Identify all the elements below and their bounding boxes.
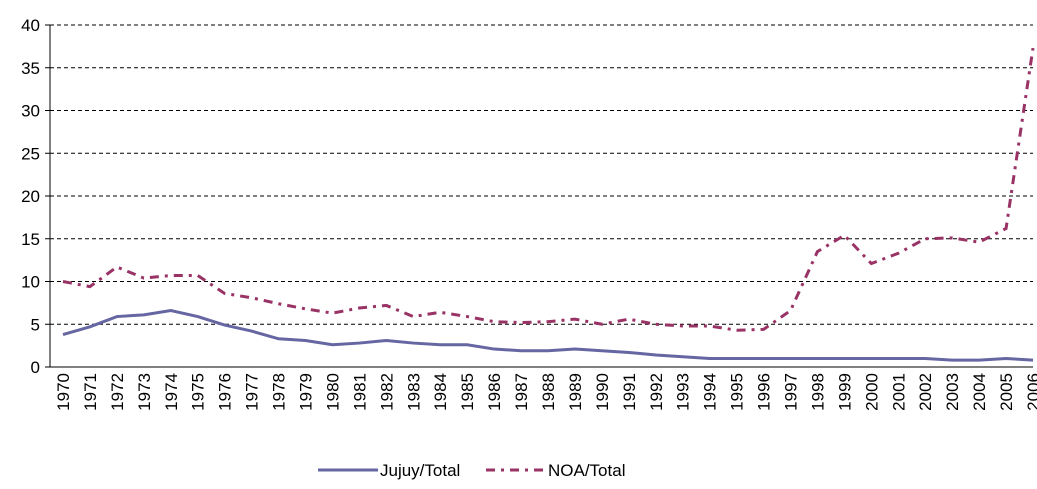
x-tick-label: 1985 — [458, 373, 477, 411]
x-tick-label: 2001 — [889, 373, 908, 411]
y-tick-label: 5 — [31, 315, 40, 334]
y-tick-label: 30 — [21, 102, 40, 121]
x-tick-label: 1979 — [297, 373, 316, 411]
x-tick-label: 1999 — [835, 373, 854, 411]
x-tick-label: 1983 — [404, 373, 423, 411]
legend-label: Jujuy/Total — [380, 461, 460, 480]
y-tick-label: 20 — [21, 187, 40, 206]
x-tick-label: 1987 — [512, 373, 531, 411]
x-tick-label: 2006 — [1024, 373, 1037, 411]
y-tick-label: 10 — [21, 273, 40, 292]
x-tick-label: 1989 — [566, 373, 585, 411]
y-tick-label: 35 — [21, 59, 40, 78]
y-tick-label: 25 — [21, 144, 40, 163]
x-tick-label: 2005 — [997, 373, 1016, 411]
x-tick-label: 1970 — [54, 373, 73, 411]
x-tick-label: 1971 — [81, 373, 100, 411]
y-tick-label: 40 — [21, 16, 40, 35]
x-tick-label: 2000 — [862, 373, 881, 411]
x-tick-label: 1978 — [270, 373, 289, 411]
x-tick-label: 1990 — [593, 373, 612, 411]
x-tick-label: 1991 — [620, 373, 639, 411]
x-tick-label: 1997 — [782, 373, 801, 411]
x-tick-label: 2004 — [970, 373, 989, 411]
x-tick-label: 1977 — [243, 373, 262, 411]
x-tick-label: 1975 — [189, 373, 208, 411]
x-tick-label: 1980 — [323, 373, 342, 411]
x-tick-label: 1988 — [539, 373, 558, 411]
x-tick-label: 1998 — [808, 373, 827, 411]
x-tick-label: 1993 — [674, 373, 693, 411]
x-tick-label: 1973 — [135, 373, 154, 411]
x-tick-label: 1981 — [350, 373, 369, 411]
y-tick-label: 0 — [31, 358, 40, 377]
series-line — [62, 309, 1034, 362]
x-tick-label: 1984 — [431, 373, 450, 411]
x-tick-label: 1972 — [108, 373, 127, 411]
x-tick-label: 1992 — [647, 373, 666, 411]
x-tick-label: 1994 — [701, 373, 720, 411]
x-tick-label: 2002 — [916, 373, 935, 411]
x-tick-label: 1986 — [485, 373, 504, 411]
x-tick-label: 1995 — [728, 373, 747, 411]
x-tick-label: 1982 — [377, 373, 396, 411]
x-tick-label: 1974 — [162, 373, 181, 411]
legend-label: NOA/Total — [548, 461, 625, 480]
y-tick-label: 15 — [21, 230, 40, 249]
series-line — [62, 47, 1035, 332]
x-tick-label: 1976 — [216, 373, 235, 411]
x-tick-label: 2003 — [943, 373, 962, 411]
x-tick-label: 1996 — [755, 373, 774, 411]
